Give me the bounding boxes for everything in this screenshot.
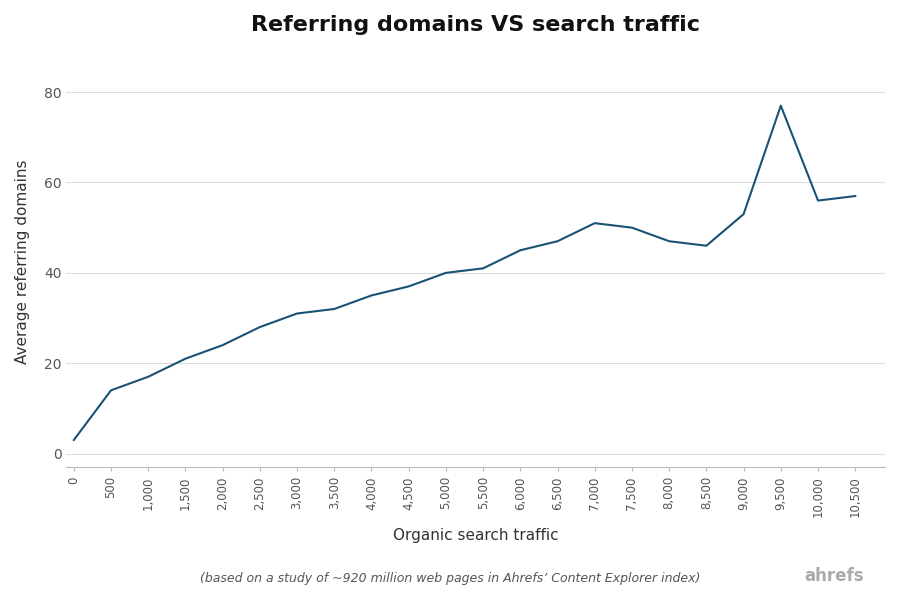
Title: Referring domains VS search traffic: Referring domains VS search traffic	[251, 15, 700, 35]
X-axis label: Organic search traffic: Organic search traffic	[393, 528, 559, 543]
Y-axis label: Average referring domains: Average referring domains	[15, 160, 30, 364]
Text: ahrefs: ahrefs	[805, 567, 864, 585]
Text: (based on a study of ~920 million web pages in Ahrefs’ Content Explorer index): (based on a study of ~920 million web pa…	[200, 572, 700, 585]
